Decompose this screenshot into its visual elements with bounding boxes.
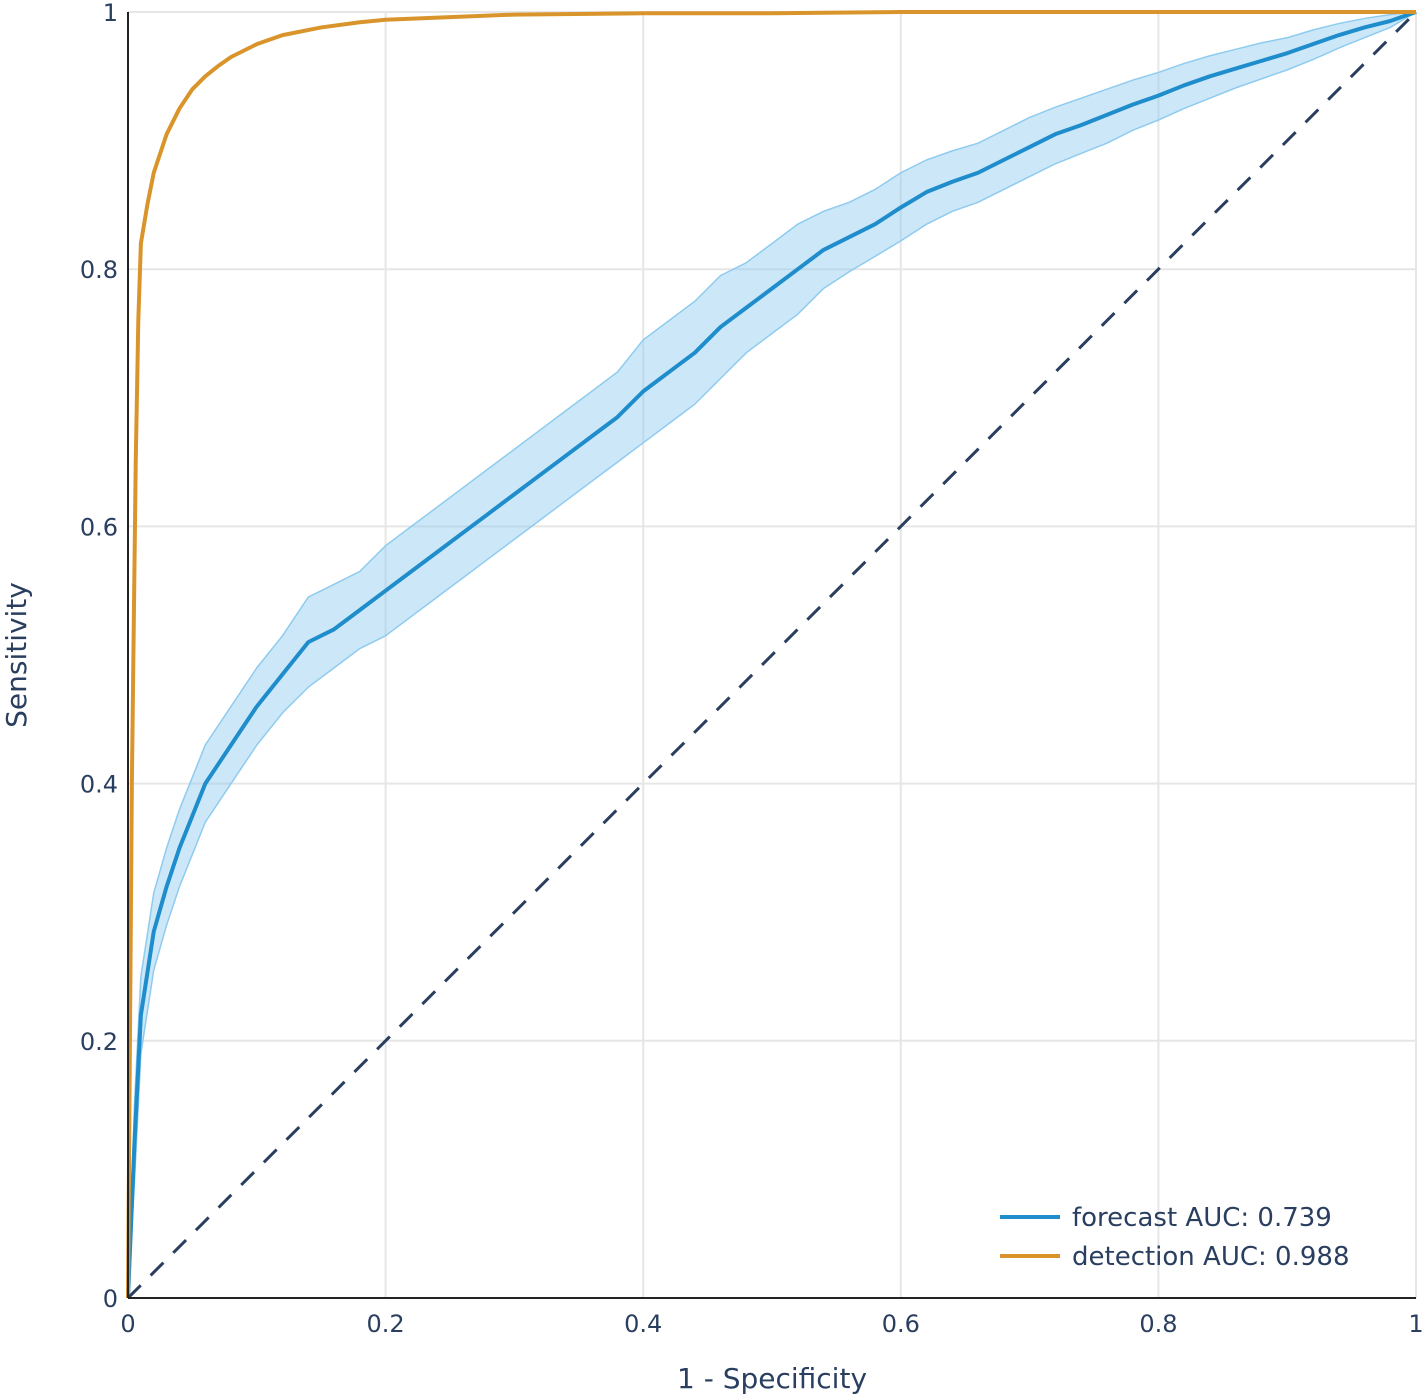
forecast-line <box>126 10 1417 1299</box>
chance-diagonal-line <box>126 10 1418 1300</box>
legend-detection-label: detection AUC: 0.988 <box>1072 1242 1349 1272</box>
legend-forecast-label: forecast AUC: 0.739 <box>1072 1203 1332 1233</box>
x-tick-label: 0.2 <box>367 1310 405 1338</box>
x-tick-label: 0.8 <box>1139 1310 1177 1338</box>
x-tick-label: 0.6 <box>882 1310 920 1338</box>
y-tick-label: 0.6 <box>80 513 118 541</box>
x-tick-label: 1 <box>1408 1310 1423 1338</box>
detection-line <box>126 10 1416 1299</box>
y-tick-labels: 0 0.2 0.4 0.6 0.8 1 <box>80 0 118 1313</box>
y-tick-label: 0.8 <box>80 256 118 284</box>
x-tick-labels: 0 0.2 0.4 0.6 0.8 1 <box>120 1310 1423 1338</box>
x-tick-label: 0.4 <box>624 1310 662 1338</box>
series-lines <box>126 10 1418 1300</box>
y-tick-label: 0.2 <box>80 1028 118 1056</box>
legend: forecast AUC: 0.739 detection AUC: 0.988 <box>1000 1203 1349 1272</box>
x-axis-title: 1 - Specificity <box>677 1362 867 1395</box>
y-tick-label: 0 <box>103 1285 118 1313</box>
y-axis-title: Sensitivity <box>0 582 33 728</box>
x-tick-label: 0 <box>120 1310 135 1338</box>
y-tick-label: 0.4 <box>80 771 118 799</box>
y-tick-label: 1 <box>103 0 118 27</box>
axes <box>127 12 1416 1299</box>
